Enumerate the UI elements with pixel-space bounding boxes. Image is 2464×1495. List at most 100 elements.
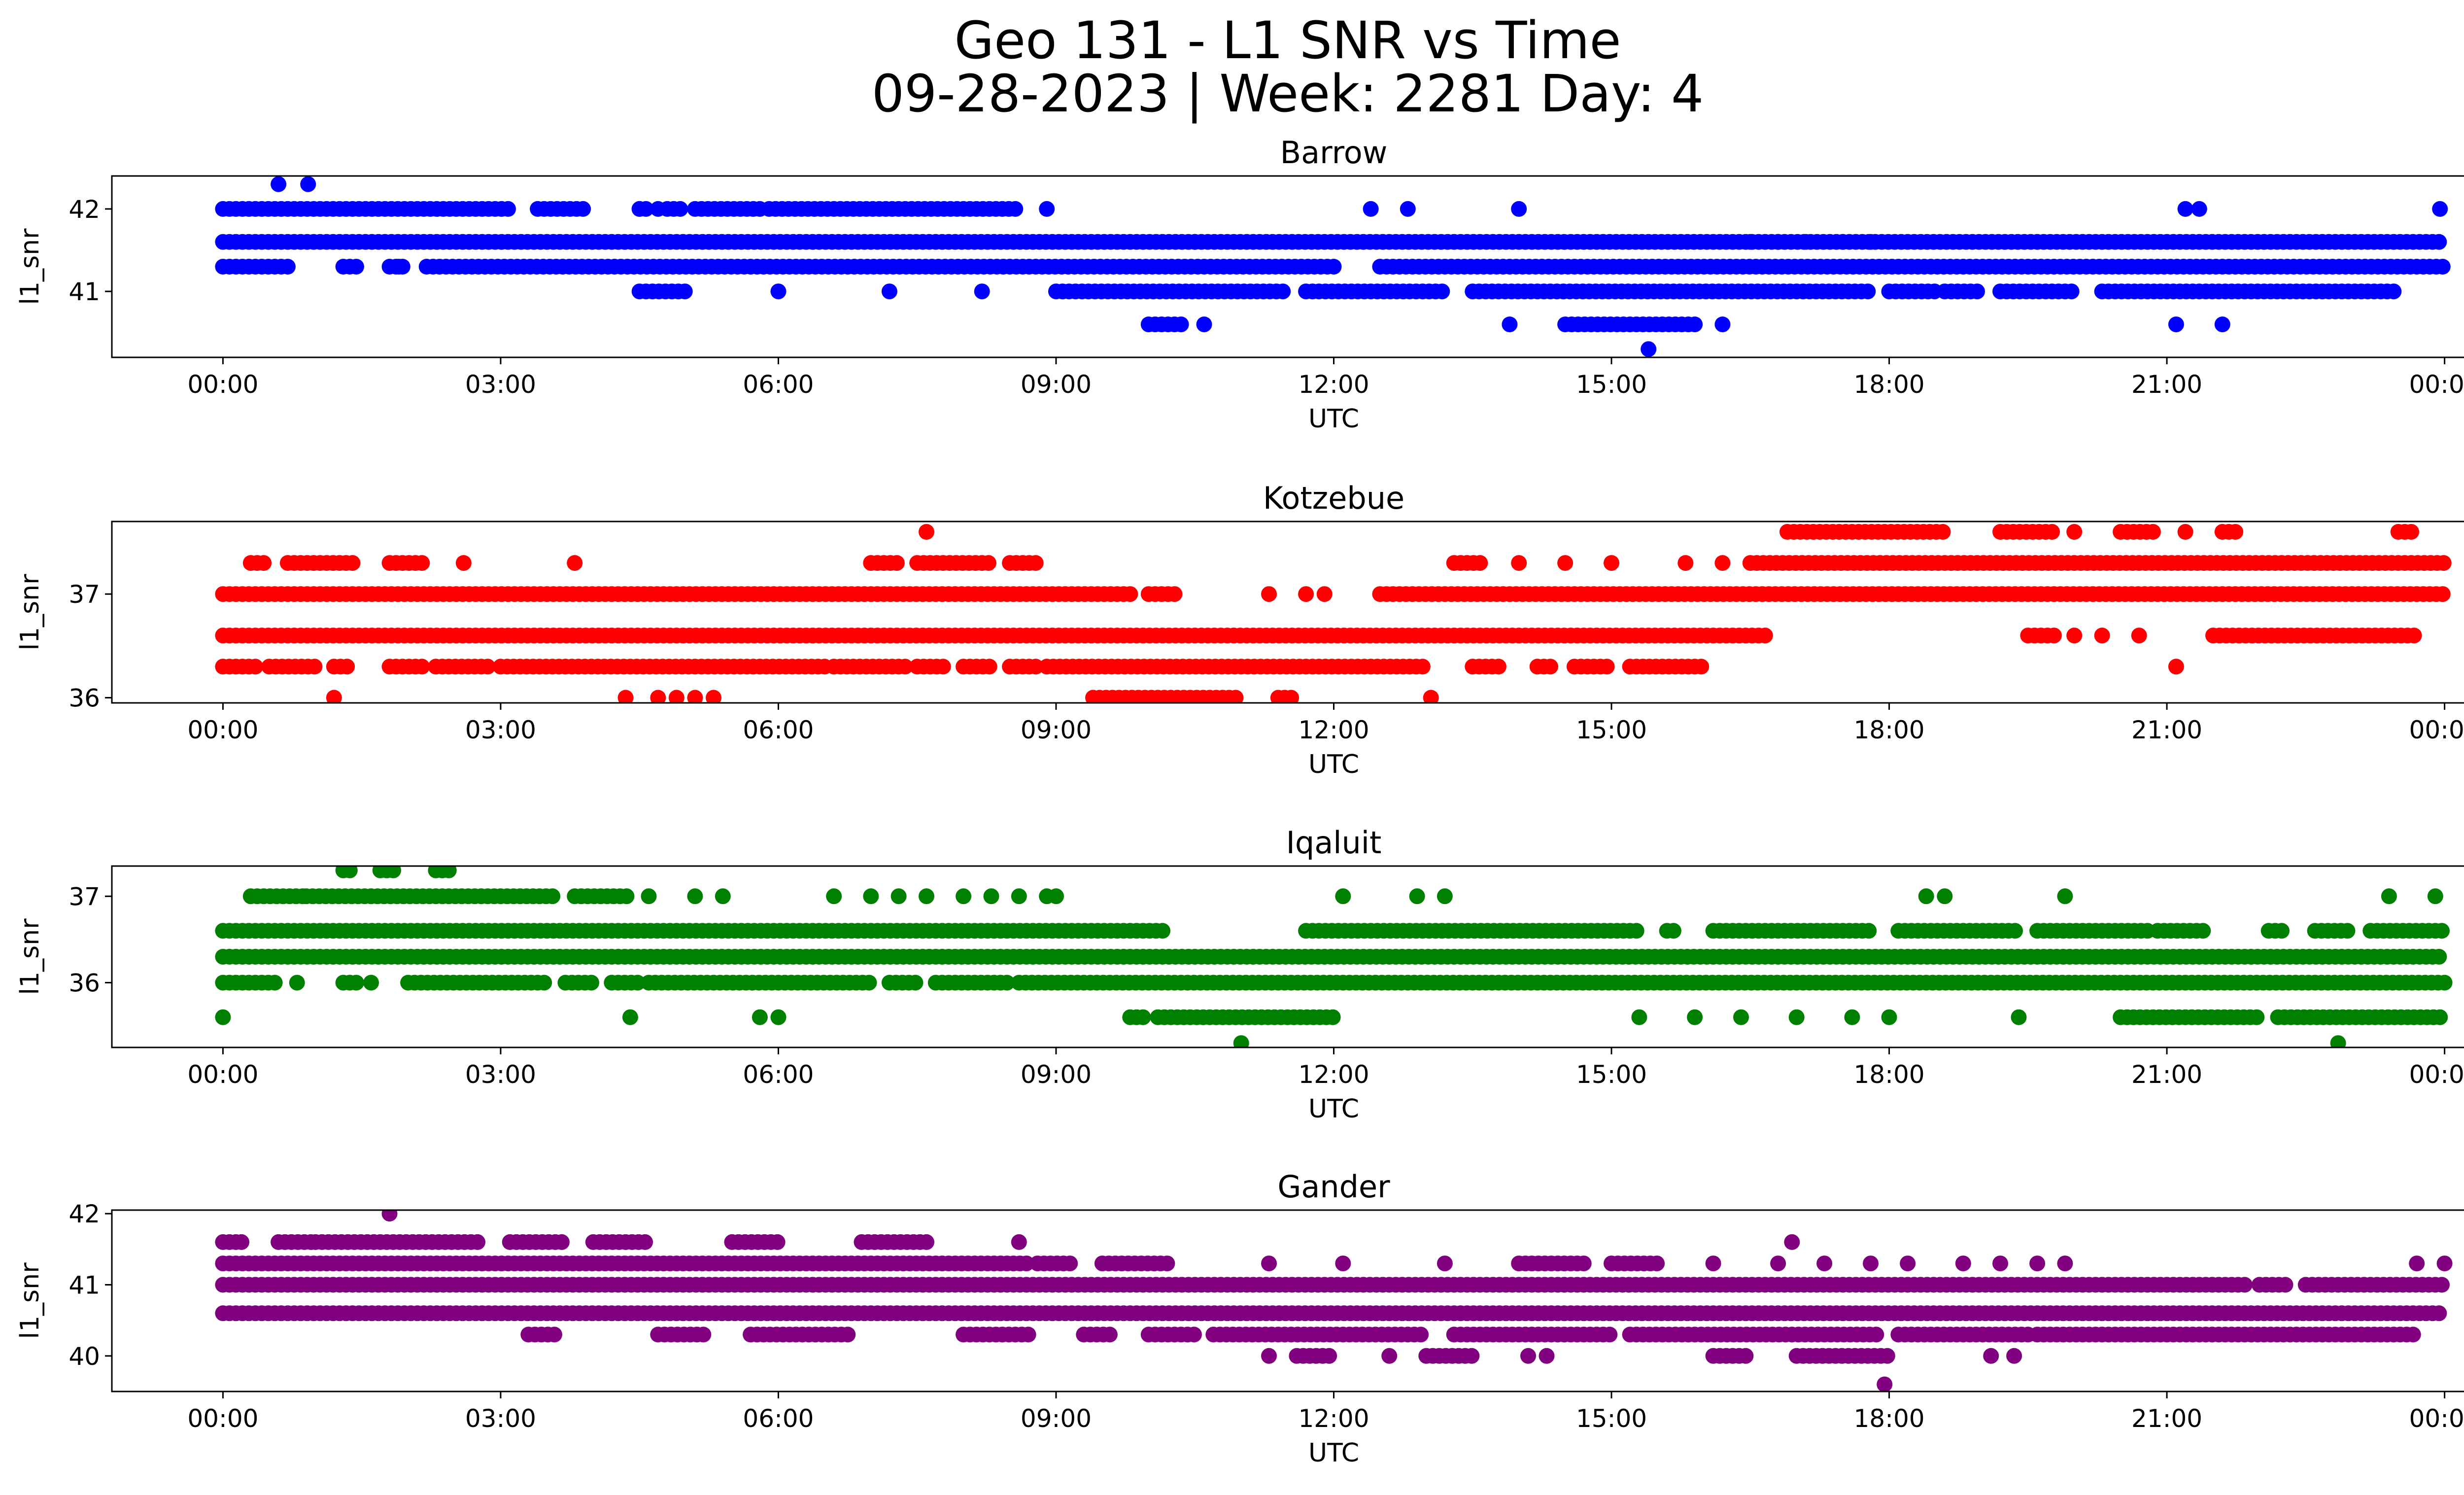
data-point	[890, 888, 907, 904]
data-point	[2177, 201, 2193, 217]
data-point	[1705, 1255, 1721, 1272]
data-point	[1413, 1326, 1429, 1343]
x-tick-label: 09:00	[1021, 1060, 1092, 1089]
data-point	[935, 659, 951, 675]
data-point	[1687, 316, 1703, 333]
data-point	[1007, 201, 1024, 217]
data-point	[1316, 586, 1333, 602]
data-point	[1159, 1255, 1175, 1272]
data-point	[1714, 316, 1731, 333]
data-point	[687, 690, 703, 703]
x-tick-label: 09:00	[1021, 716, 1092, 744]
y-tick-label: 42	[68, 195, 100, 224]
data-point	[650, 201, 666, 217]
data-point	[2434, 259, 2451, 275]
data-point	[1261, 1348, 1277, 1364]
data-point	[385, 866, 401, 878]
data-point	[1955, 1255, 1971, 1272]
data-point	[1861, 923, 1877, 939]
y-tick-label: 37	[68, 882, 100, 911]
panel-iqaluit: Iqaluit 00:00 03:00 06:00 09:00 12:00 15:00 18:…	[15, 825, 2464, 1124]
figure-subtitle: 09-28-2023 | Week: 2281 Day: 4	[871, 64, 1704, 124]
y-axis-label: l1_snr	[15, 1262, 45, 1339]
data-points	[215, 176, 2451, 357]
y-axis-label: l1_snr	[15, 574, 45, 651]
data-point	[1641, 341, 1657, 357]
data-point	[1187, 234, 1203, 250]
data-point	[1414, 659, 1431, 675]
x-tick-label: 15:00	[1576, 1060, 1647, 1089]
data-point	[300, 176, 316, 192]
data-point	[1434, 283, 1450, 300]
x-tick-label: 15:00	[1576, 1404, 1647, 1433]
panel-title: Barrow	[1280, 135, 1388, 171]
data-point	[1863, 234, 1879, 250]
data-point	[770, 283, 787, 300]
data-point	[279, 259, 296, 275]
data-point	[2435, 555, 2452, 571]
data-point	[1511, 555, 1527, 571]
data-point	[1770, 234, 1786, 250]
data-point	[1039, 201, 1055, 217]
data-point	[1511, 201, 1527, 217]
data-point	[2249, 1009, 2265, 1025]
data-point	[2057, 1255, 2073, 1272]
data-point	[981, 659, 997, 675]
panel-title: Gander	[1277, 1169, 1390, 1205]
data-point	[1381, 1348, 1398, 1364]
data-point	[1742, 234, 1758, 250]
data-point	[247, 659, 264, 675]
data-point	[1437, 1255, 1453, 1272]
data-point	[1472, 555, 1488, 571]
data-point	[2046, 627, 2062, 644]
data-point	[1738, 1348, 1754, 1364]
x-tick-label: 00:00	[2409, 716, 2464, 744]
y-tick-label: 36	[68, 684, 100, 712]
data-point	[2063, 283, 2080, 300]
data-point	[1520, 1348, 1536, 1364]
data-point	[1400, 201, 1416, 217]
data-point	[1542, 659, 1558, 675]
data-point	[2434, 586, 2451, 602]
x-tick-label: 00:00	[2409, 1404, 2464, 1433]
data-point	[1173, 316, 1189, 333]
data-point	[695, 1326, 712, 1343]
data-point	[567, 555, 583, 571]
data-point	[919, 1234, 934, 1250]
data-point	[1155, 923, 1170, 939]
data-point	[826, 888, 842, 904]
data-point	[1423, 690, 1439, 703]
data-point	[1261, 1255, 1277, 1272]
data-point	[256, 555, 272, 571]
data-point	[618, 888, 635, 904]
data-point	[1860, 283, 1876, 300]
x-axis-label: UTC	[1308, 750, 1359, 779]
data-point	[545, 888, 561, 904]
x-tick-label: 00:00	[187, 370, 258, 399]
data-point	[1969, 283, 1985, 300]
data-point	[2403, 524, 2419, 540]
data-point	[342, 866, 358, 878]
data-point	[344, 555, 361, 571]
data-point	[637, 1234, 653, 1250]
data-point	[1733, 1009, 1749, 1025]
data-point	[1490, 659, 1506, 675]
data-point	[1502, 316, 1518, 333]
data-point	[1062, 1255, 1078, 1272]
data-point	[1437, 888, 1453, 904]
data-point	[2431, 1305, 2447, 1321]
data-point	[363, 974, 379, 991]
data-point	[1196, 316, 1212, 333]
data-point	[1992, 1255, 2008, 1272]
data-point	[1027, 659, 1044, 675]
data-points	[215, 1210, 2453, 1391]
data-point	[1784, 1234, 1800, 1250]
data-point	[1879, 1348, 1895, 1364]
data-point	[2381, 888, 2397, 904]
x-tick-label: 09:00	[1021, 370, 1092, 399]
data-point	[267, 974, 283, 991]
data-point	[629, 974, 646, 991]
data-point	[2236, 1277, 2253, 1293]
data-point	[2431, 949, 2447, 965]
data-point	[668, 690, 684, 703]
